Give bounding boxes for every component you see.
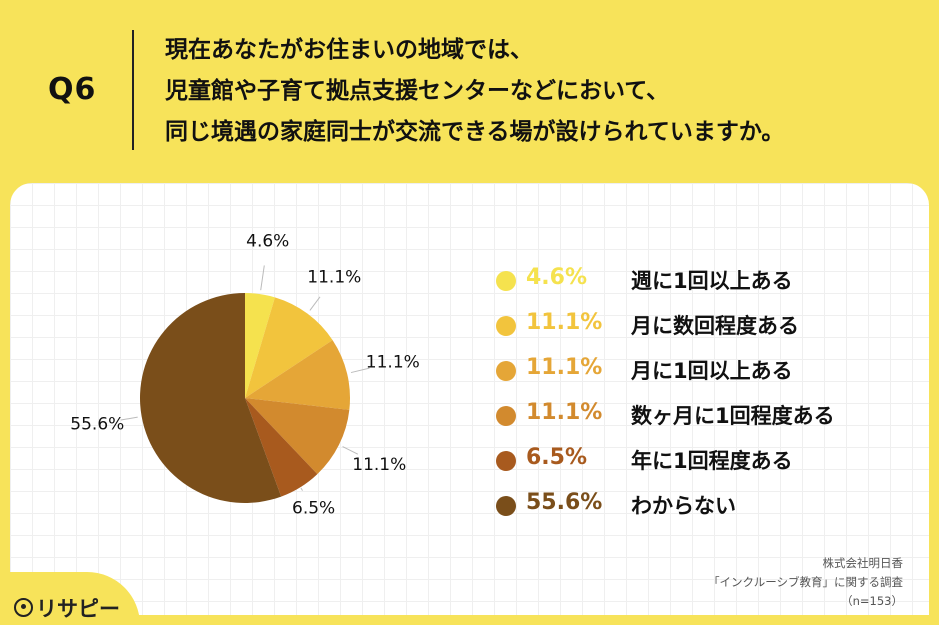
- legend-percentage: 6.5%: [526, 445, 588, 470]
- source-company: 株式会社明日香: [822, 556, 904, 570]
- legend-percentage: 11.1%: [526, 355, 603, 380]
- slice-label: 11.1%: [366, 353, 420, 373]
- sample-size: （n=153）: [841, 594, 903, 608]
- pie-slice: [245, 293, 275, 398]
- leader-line: [260, 265, 265, 291]
- pie-slice: [140, 293, 282, 503]
- question-line: 現在あなたがお住まいの地域では、: [165, 37, 533, 63]
- question-line: 同じ境遇の家庭同士が交流できる場が設けられていますか。: [165, 119, 785, 145]
- legend-percentage: 11.1%: [526, 400, 603, 425]
- legend-dot: [496, 271, 516, 291]
- legend-dot: [496, 496, 516, 516]
- header-divider: [132, 30, 134, 150]
- legend-label: 週に1回以上ある: [631, 269, 793, 293]
- leader-line: [350, 367, 370, 374]
- pie-slice: [245, 340, 350, 410]
- legend-dot: [496, 316, 516, 336]
- leader-line: [300, 487, 303, 491]
- source-note: 株式会社明日香 「インクルーシブ教育」に関する調査 （n=153）: [708, 554, 903, 611]
- question-line: 児童館や子育て拠点支援センターなどにおいて、: [165, 78, 670, 104]
- slice-label: 6.5%: [292, 498, 335, 518]
- slice-label: 55.6%: [70, 414, 124, 434]
- header: Q6 現在あなたがお住まいの地域では、 児童館や子育て拠点支援センターなどにおい…: [0, 0, 939, 180]
- question-number: Q6: [48, 72, 97, 107]
- leader-line: [120, 416, 138, 421]
- source-survey: 「インクルーシブ教育」に関する調査: [708, 575, 903, 589]
- legend-percentage: 11.1%: [526, 310, 603, 335]
- question-text: 現在あなたがお住まいの地域では、 児童館や子育て拠点支援センターなどにおいて、 …: [165, 30, 784, 153]
- leader-line: [309, 296, 321, 311]
- slice-label: 4.6%: [246, 232, 289, 252]
- legend-label: 数ヶ月に1回程度ある: [631, 404, 835, 428]
- legend-dot: [496, 406, 516, 426]
- legend-label: わからない: [631, 494, 736, 518]
- pie-slice: [245, 398, 350, 475]
- pie-slice: [245, 398, 318, 497]
- slice-label: 11.1%: [352, 455, 406, 475]
- brand-icon: [14, 598, 33, 617]
- legend-label: 月に1回以上ある: [631, 359, 793, 383]
- legend-label: 月に数回程度ある: [631, 314, 799, 338]
- brand-name: リサピー: [36, 597, 120, 621]
- brand-badge: リサピー: [0, 572, 140, 625]
- legend-label: 年に1回程度ある: [631, 449, 793, 473]
- legend-dot: [496, 361, 516, 381]
- legend-percentage: 4.6%: [526, 265, 588, 290]
- slice-label: 11.1%: [307, 267, 361, 287]
- legend-dot: [496, 451, 516, 471]
- brand-logo: リサピー: [14, 593, 120, 623]
- pie-slice: [245, 297, 333, 398]
- leader-line: [342, 446, 359, 455]
- legend-percentage: 55.6%: [526, 490, 603, 515]
